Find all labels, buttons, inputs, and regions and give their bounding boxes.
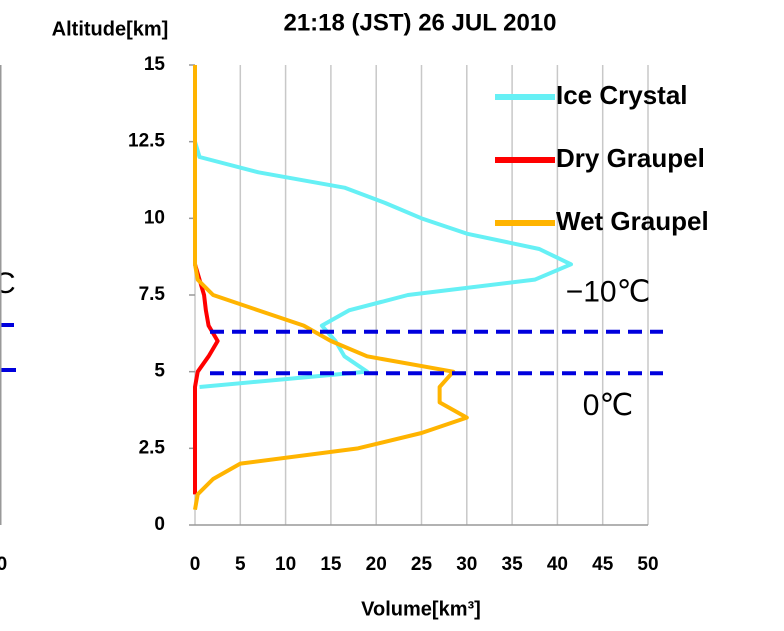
y-axis-label: Altitude[km] [52, 18, 169, 40]
x-axis-label: Volume[km³] [361, 598, 481, 620]
x-tick-label: 45 [592, 554, 614, 575]
x-tick-label: 40 [547, 554, 568, 575]
isotherm-label: 0℃ [583, 389, 633, 422]
x-tick-label: 35 [502, 554, 524, 575]
legend-label: Dry Graupel [556, 143, 705, 173]
x-tick-label: 5 [235, 554, 246, 575]
isotherm-label: −10℃ [566, 276, 651, 309]
series-line [193, 263, 220, 495]
legend-label: Ice Crystal [556, 80, 688, 110]
y-tick-label: 10 [144, 207, 165, 228]
x-tick-label: 10 [275, 554, 296, 575]
x-tick-label: 20 [366, 554, 387, 575]
y-tick-label: 7.5 [139, 284, 166, 305]
y-tick-label: 2.5 [139, 437, 166, 458]
series-line [193, 141, 573, 389]
y-tick-label: 15 [144, 54, 166, 75]
y-tick-label: 5 [154, 361, 165, 382]
x-tick-label: 15 [320, 554, 342, 575]
chart-title: 21:18 (JST) 26 JUL 2010 [283, 9, 556, 36]
x-tick-label: 50 [637, 554, 658, 575]
x-tick-label: 25 [411, 554, 433, 575]
y-tick-label: 12.5 [128, 131, 165, 152]
x-tick-label: 30 [456, 554, 477, 575]
legend-label: Wet Graupel [556, 206, 709, 236]
fragment-label: C [0, 267, 16, 300]
y-tick-label: 0 [154, 514, 165, 535]
series-line [193, 65, 469, 511]
x-tick-label: 0 [190, 554, 201, 575]
fragment-tick-label: 50 [0, 554, 7, 575]
